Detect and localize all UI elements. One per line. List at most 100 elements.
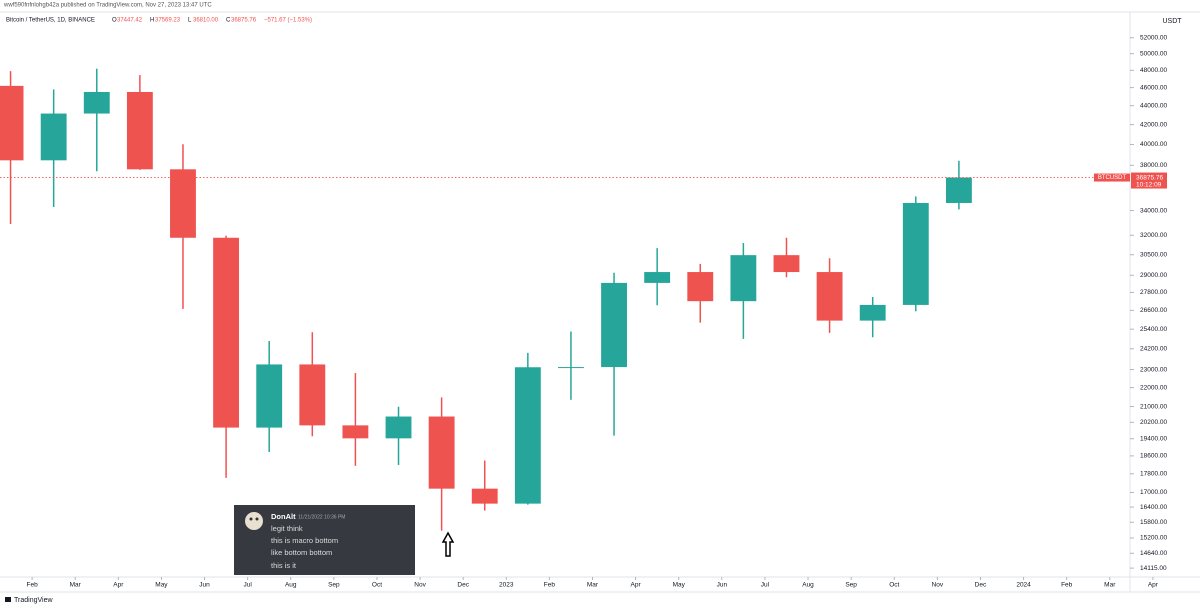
ohlc-label: O (112, 18, 117, 24)
candle-body (816, 272, 843, 321)
x-tick-label: Mar (70, 582, 82, 589)
x-tick-label: Aug (802, 582, 814, 589)
y-tick-label: 48000.00 (1140, 67, 1167, 74)
ohlc-label: H (150, 18, 154, 24)
message-line: this is macro bottom (271, 536, 338, 545)
x-tick-label: Sep (328, 582, 340, 589)
brand: TradingView (5, 597, 53, 604)
y-unit: USDT (1162, 18, 1182, 25)
x-tick-label: Feb (1061, 582, 1073, 589)
x-tick-label: Oct (889, 582, 899, 589)
y-tick-label: 30500.00 (1140, 251, 1167, 258)
price-tag: 36875.76 (1136, 174, 1163, 181)
y-tick-label: 22000.00 (1140, 384, 1167, 391)
x-tick-label: Nov (414, 582, 426, 589)
y-tick-label: 27800.00 (1140, 289, 1167, 296)
candle-body (514, 367, 541, 504)
y-tick-label: 17800.00 (1140, 470, 1167, 477)
x-tick-label: 2023 (499, 582, 514, 589)
x-tick-label: Jun (199, 582, 210, 589)
y-tick-label: 26600.00 (1140, 307, 1167, 314)
candle-body (0, 85, 24, 161)
plot (0, 68, 1130, 531)
x-tick-label: Jun (717, 582, 728, 589)
brand-logo (5, 597, 11, 602)
y-tick-label: 32000.00 (1140, 232, 1167, 239)
y-tick-label: 44000.00 (1140, 102, 1167, 109)
y-tick-label: 24200.00 (1140, 346, 1167, 353)
avatar-eye (255, 517, 259, 521)
y-tick-label: 23000.00 (1140, 366, 1167, 373)
price-tag-bg (1131, 172, 1167, 189)
y-tick-label: 15800.00 (1140, 519, 1167, 526)
candle-body (299, 364, 326, 426)
x-tick-label: Feb (27, 582, 39, 589)
axes: 52000.00 50000.00 48000.00 46000.00 44000.00… (27, 34, 1168, 588)
y-tick-label: 40000.00 (1140, 141, 1167, 148)
x-tick-label: Mar (1104, 582, 1116, 589)
symbol-tag: BTCUSDT (1098, 175, 1127, 181)
symbol-tag-bg (1094, 173, 1130, 182)
x-tick-label: Oct (372, 582, 382, 589)
candle-body (773, 255, 800, 273)
publisher: wwf590fnfnlohgb42a published on TradingV… (3, 3, 212, 9)
x-tick-label: May (155, 582, 168, 589)
message-card: DonAlt 11/21/2022 10:36 PM legit think t… (234, 505, 415, 575)
candle-body (902, 202, 929, 305)
y-tick-label: 17000.00 (1140, 489, 1167, 496)
y-tick-label: 29000.00 (1140, 272, 1167, 279)
ohlc-value: 37447.42 (117, 18, 143, 24)
avatar (245, 512, 263, 530)
candle-body (945, 177, 972, 203)
candle-body (558, 367, 584, 369)
y-tick-label: 21000.00 (1140, 403, 1167, 410)
y-tick-label: 34000.00 (1140, 207, 1167, 214)
x-tick-label: Apr (1148, 582, 1159, 589)
x-tick-label: May (673, 582, 686, 589)
y-tick-label: 20200.00 (1140, 419, 1167, 426)
candle-body (40, 113, 67, 161)
ohlc-label: L (188, 18, 192, 24)
y-tick-label: 14115.00 (1140, 565, 1167, 572)
x-tick-label: Sep (845, 582, 857, 589)
y-tick-label: 25400.00 (1140, 326, 1167, 333)
y-tick-label: 15200.00 (1140, 535, 1167, 542)
candle-body (601, 282, 627, 368)
message-line: legit think (271, 524, 303, 533)
candle-body (83, 91, 110, 114)
message-line: like bottom bottom (271, 548, 332, 557)
y-tick-label: 18600.00 (1140, 453, 1167, 460)
x-tick-label: Feb (544, 582, 556, 589)
timestamp: 11/21/2022 10:36 PM (298, 514, 345, 520)
candle-body (471, 488, 498, 504)
avatar-eye (249, 517, 253, 521)
legend: Bitcoin / TetherUS, 1D, BINANCE O 37447.4… (6, 18, 312, 24)
ohlc-change: −571.67 (−1.53%) (264, 18, 312, 24)
x-tick-label: 2024 (1016, 582, 1031, 589)
candle-body (428, 416, 455, 489)
x-tick-label: Apr (113, 582, 124, 589)
ohlc-label: C (226, 18, 231, 24)
candle-body (213, 237, 240, 428)
ohlc-value: 37569.23 (155, 18, 181, 24)
candle-body (170, 169, 196, 238)
candle-body (859, 304, 886, 321)
y-tick-label: 50000.00 (1140, 50, 1167, 57)
candle-body (687, 272, 714, 302)
ohlc-value: 36810.00 (193, 18, 219, 24)
symbol: Bitcoin / TetherUS, 1D, BINANCE (6, 18, 95, 24)
candle-body (256, 364, 283, 428)
ohlc-value: 36875.76 (231, 18, 257, 24)
x-tick-label: Jul (243, 582, 252, 589)
arrow (441, 531, 455, 557)
y-tick-label: 52000.00 (1140, 34, 1167, 41)
candle-body (644, 272, 671, 283)
y-tick-label: 46000.00 (1140, 84, 1167, 91)
message-line: this is it (271, 561, 297, 570)
y-tick-label: 42000.00 (1140, 121, 1167, 128)
y-tick-label: 14640.00 (1140, 550, 1167, 557)
x-tick-label: Mar (587, 582, 599, 589)
author: DonAlt (271, 512, 296, 521)
